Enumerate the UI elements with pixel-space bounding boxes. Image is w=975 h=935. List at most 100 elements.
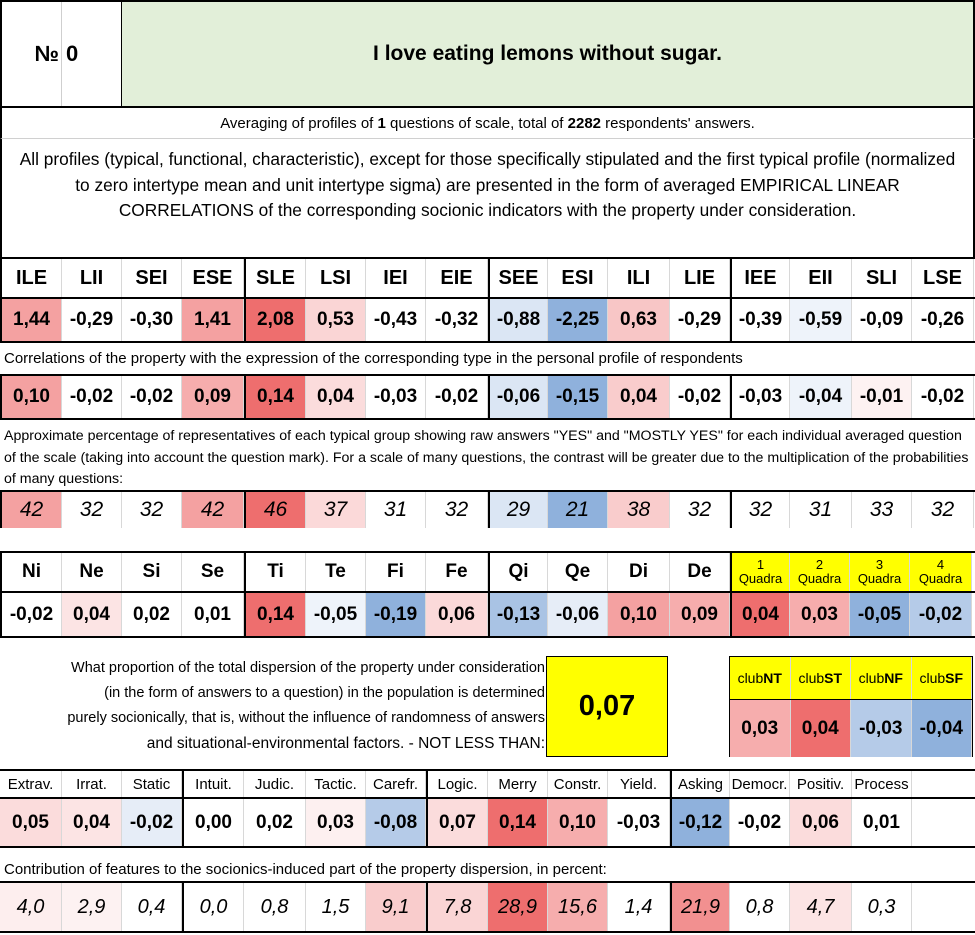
function-header-4: Ti	[244, 553, 306, 591]
quadra-number: 2	[815, 557, 824, 572]
quadra-header-2: 2 Quadra	[790, 553, 850, 591]
type-normalized-13: -0,59	[790, 299, 852, 341]
type-percentage-5: 37	[306, 492, 366, 528]
type-percentage-13: 31	[790, 492, 852, 528]
type-header-4: SLE	[244, 259, 306, 297]
feature-header-12: Democr.	[730, 771, 790, 797]
type-correlation-3: 0,09	[182, 376, 244, 418]
type-correlation-14: -0,01	[852, 376, 912, 418]
type-header-14: SLI	[852, 259, 912, 297]
types-normalized-values: 1,44 -0,29 -0,30 1,41 2,08 0,53 -0,43 -0,32 -0,8…	[0, 299, 974, 341]
club-name: NT	[763, 670, 782, 686]
function-value-1: 0,04	[62, 593, 122, 636]
averaging-questions: 1	[377, 114, 386, 132]
features-contribution-row: 4,0 2,9 0,4 0,0 0,8 1,5 9,1 7,8 28,9 15,6 1,4 21,9 0…	[0, 881, 975, 933]
function-value-5: -0,05	[306, 593, 366, 636]
feature-value-11: -0,12	[670, 799, 730, 846]
clubs-table: club NT club ST club NF club SF 0,03 0,04 -0,03 -0…	[729, 656, 973, 757]
contribution-label: Contribution of features to the socionic…	[0, 856, 975, 882]
feature-header-3: Intuit.	[182, 771, 244, 797]
feature-value-14: 0,01	[852, 799, 912, 846]
feature-header-10: Yield.	[608, 771, 670, 797]
type-correlation-4: 0,14	[244, 376, 306, 418]
feature-value-2: -0,02	[122, 799, 182, 846]
features-contribution-values: 4,0 2,9 0,4 0,0 0,8 1,5 9,1 7,8 28,9 15,6 1,4 21,9 0…	[0, 883, 912, 931]
quadra-label: Quadra	[738, 571, 783, 586]
function-header-2: Si	[122, 553, 182, 591]
feature-header-5: Tactic.	[306, 771, 366, 797]
type-normalized-5: 0,53	[306, 299, 366, 341]
quadra-value-3: -0,02	[910, 593, 972, 636]
type-correlation-9: -0,15	[548, 376, 608, 418]
feature-contribution-2: 0,4	[122, 883, 182, 931]
feature-value-8: 0,14	[488, 799, 548, 846]
type-correlation-6: -0,03	[366, 376, 426, 418]
club-header-nf: club NF	[851, 657, 912, 699]
club-name: ST	[824, 670, 843, 686]
feature-header-0: Extrav.	[0, 771, 62, 797]
quadra-value-0: 0,04	[730, 593, 790, 636]
feature-header-13: Positiv.	[790, 771, 852, 797]
type-header-7: EIE	[426, 259, 488, 297]
club-name: NF	[884, 670, 903, 686]
type-percentage-6: 31	[366, 492, 426, 528]
quadra-label: Quadra	[857, 571, 902, 586]
type-header-5: LSI	[306, 259, 366, 297]
type-header-0: ILE	[0, 259, 62, 297]
type-normalized-12: -0,39	[730, 299, 790, 341]
club-header-sf: club SF	[912, 657, 972, 699]
type-header-10: ILI	[608, 259, 670, 297]
function-value-7: 0,06	[426, 593, 488, 636]
number-label-cell: №	[2, 2, 62, 106]
features-values-row: 0,05 0,04 -0,02 0,00 0,02 0,03 -0,08 0,07 0,14 0,…	[0, 799, 975, 848]
feature-value-3: 0,00	[182, 799, 244, 846]
type-normalized-14: -0,09	[852, 299, 912, 341]
feature-value-1: 0,04	[62, 799, 122, 846]
club-name: SF	[945, 670, 964, 686]
quadra-number: 1	[756, 557, 765, 572]
type-correlation-7: -0,02	[426, 376, 488, 418]
function-header-10: Di	[608, 553, 670, 591]
dispersion-value-text: 0,07	[578, 690, 636, 722]
type-correlation-15: -0,02	[912, 376, 974, 418]
intro-text: All profiles (typical, functional, chara…	[19, 149, 956, 220]
type-percentage-9: 21	[548, 492, 608, 528]
quadra-value-1: 0,03	[790, 593, 850, 636]
quadra-header-1: 1 Quadra	[730, 553, 790, 591]
feature-contribution-14: 0,3	[852, 883, 912, 931]
function-header-7: Fe	[426, 553, 488, 591]
number-label: №	[34, 41, 59, 66]
feature-header-14: Process	[852, 771, 912, 797]
type-normalized-4: 2,08	[244, 299, 306, 341]
club-prefix: club	[798, 670, 825, 686]
functions-values: -0,02 0,04 0,02 0,01 0,14 -0,05 -0,19 0,06 -0,13…	[0, 593, 972, 636]
type-header-9: ESI	[548, 259, 608, 297]
type-header-2: SEI	[122, 259, 182, 297]
feature-contribution-11: 21,9	[670, 883, 730, 931]
feature-contribution-5: 1,5	[306, 883, 366, 931]
types-normalized-row: 1,44 -0,29 -0,30 1,41 2,08 0,53 -0,43 -0,32 -0,8…	[0, 299, 975, 343]
feature-value-9: 0,10	[548, 799, 608, 846]
feature-value-0: 0,05	[0, 799, 62, 846]
types-header-row: ILE LII SEI ESE SLE LSI IEI EIE SEE ESI ILI LIE IEE E…	[0, 257, 975, 299]
quadra-label: Quadra	[797, 571, 842, 586]
function-value-2: 0,02	[122, 593, 182, 636]
dispersion-line-4: and situational-environmental factors. -…	[146, 735, 545, 752]
function-value-11: 0,09	[670, 593, 730, 636]
intro-block: All profiles (typical, functional, chara…	[0, 139, 975, 257]
dispersion-value: 0,07	[546, 656, 668, 757]
quadra-value-2: -0,05	[850, 593, 910, 636]
feature-header-6: Carefr.	[366, 771, 426, 797]
type-header-6: IEI	[366, 259, 426, 297]
types-correlation-row: 0,10 -0,02 -0,02 0,09 0,14 0,04 -0,03 -0,02 -0,0…	[0, 374, 975, 420]
feature-header-4: Judic.	[244, 771, 306, 797]
type-correlation-8: -0,06	[488, 376, 548, 418]
type-correlation-0: 0,10	[0, 376, 62, 418]
averaging-suffix: respondents' answers.	[601, 114, 755, 132]
club-prefix: club	[919, 670, 946, 686]
averaging-prefix: Averaging of profiles of	[220, 114, 378, 132]
feature-value-5: 0,03	[306, 799, 366, 846]
averaging-line: Averaging of profiles of 1 questions of …	[0, 108, 975, 139]
club-value-3: -0,04	[911, 700, 972, 757]
quadra-header-3: 3 Quadra	[850, 553, 910, 591]
